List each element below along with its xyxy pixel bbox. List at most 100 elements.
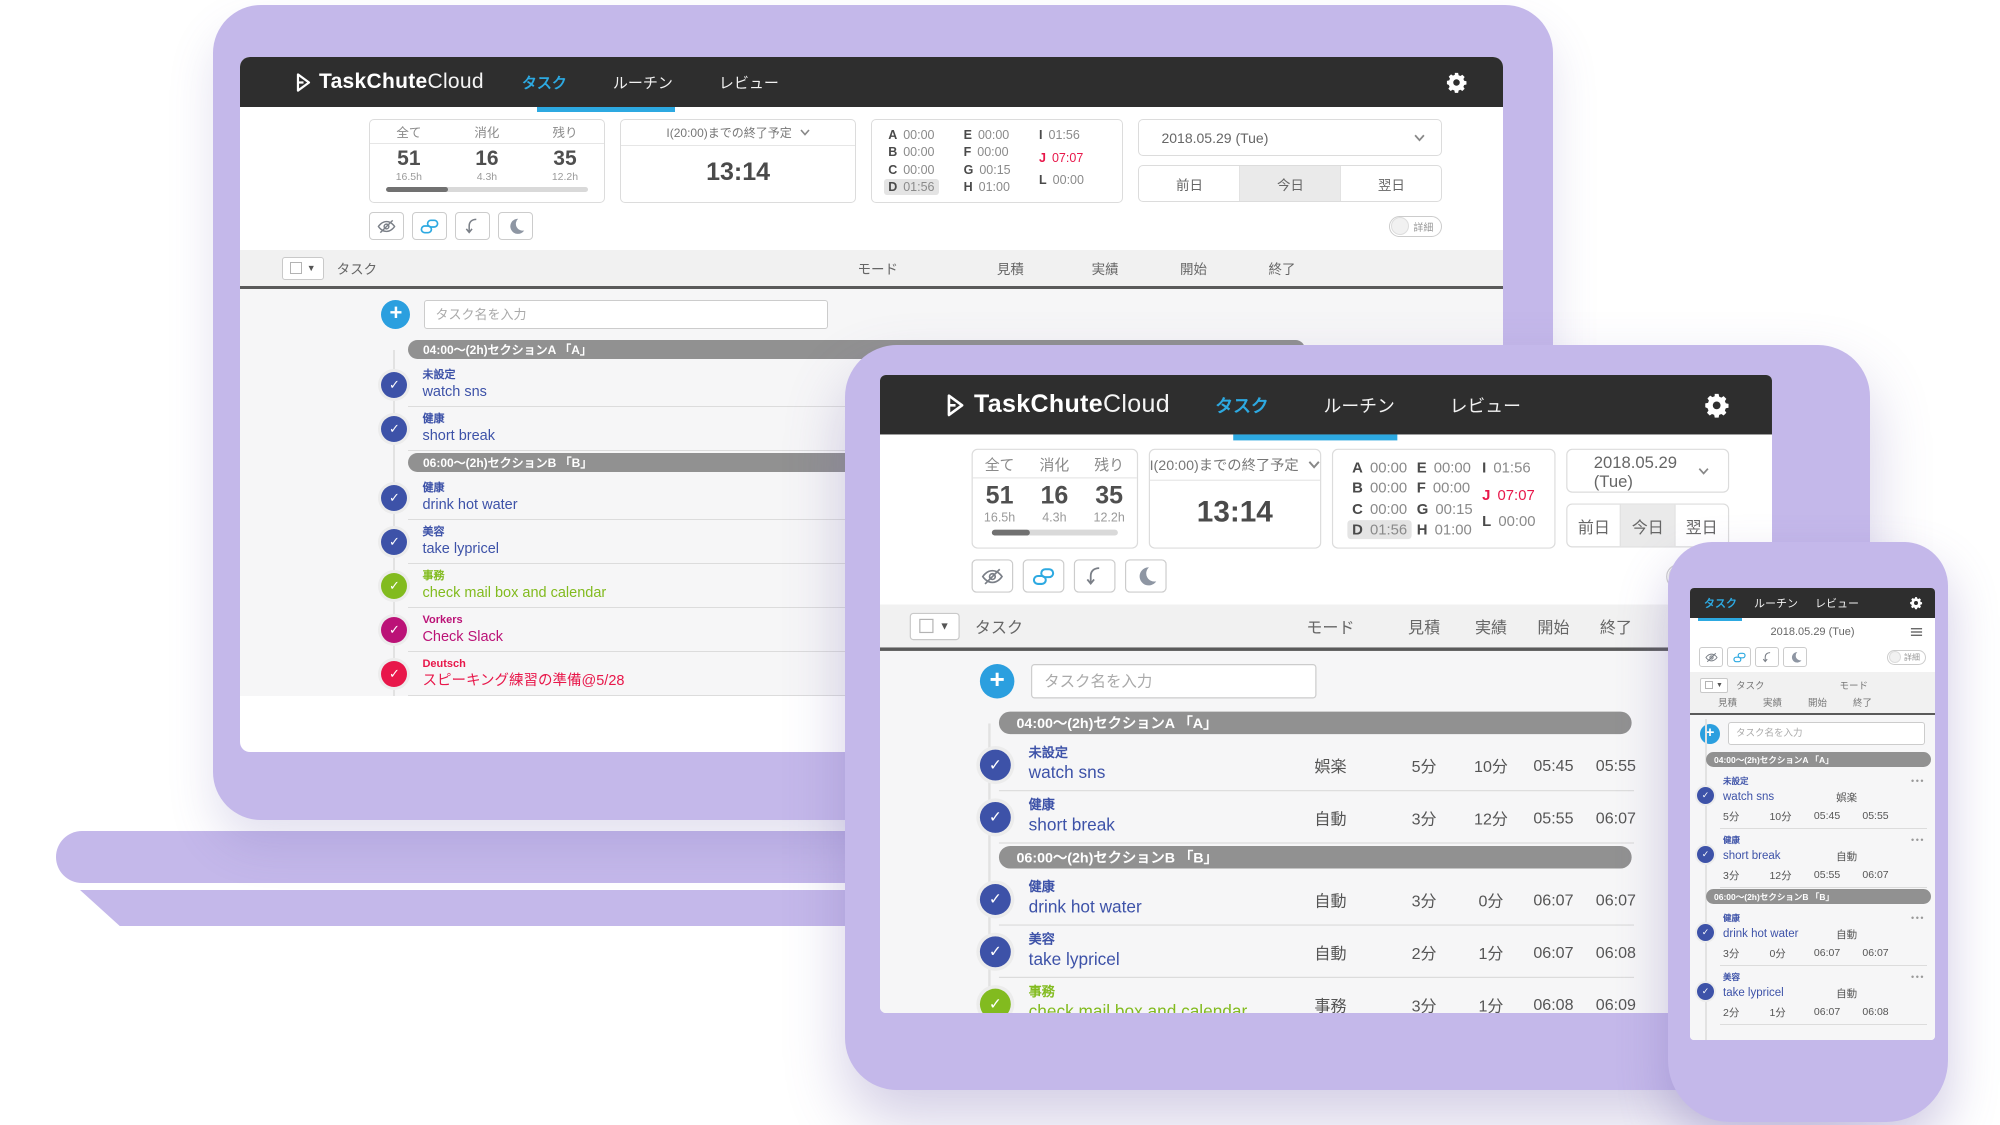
task-check-circle[interactable]: ✓ <box>979 988 1011 1013</box>
add-task-button[interactable]: + <box>381 300 411 329</box>
task-check-circle[interactable]: ✓ <box>381 573 408 599</box>
settings-gear-icon[interactable] <box>1445 71 1468 94</box>
task-mode[interactable]: 自動 <box>1314 892 1347 911</box>
today-button[interactable]: 今日 <box>1620 504 1675 547</box>
task-check-circle[interactable]: ✓ <box>979 801 1011 833</box>
tab-tasks[interactable]: タスク <box>521 74 567 92</box>
task-end[interactable]: 05:55 <box>1862 810 1889 822</box>
task-start[interactable]: 05:55 <box>1533 808 1574 827</box>
eta-label[interactable]: I(20:00)までの終了予定 <box>1149 457 1299 474</box>
task-name[interactable]: take lypricel <box>1723 987 1784 999</box>
task-name[interactable]: watch sns <box>1723 791 1775 803</box>
task-check-circle[interactable]: ✓ <box>979 936 1011 968</box>
task-row[interactable]: ✓ 美容 take lypricel 自動 2分 1分 06:07 06:08 <box>880 926 1772 978</box>
task-end[interactable]: 06:07 <box>1595 890 1636 909</box>
hide-completed-button[interactable] <box>970 559 1013 593</box>
task-row[interactable]: ✓ 健康 drink hot water 自動 3分 0分 06:07 06:07 <box>880 873 1772 926</box>
task-check-circle[interactable]: ✓ <box>979 884 1011 915</box>
task-name[interactable]: short break <box>1723 850 1781 862</box>
task-name[interactable]: short break <box>1028 816 1115 836</box>
row-menu-icon[interactable]: ••• <box>1911 776 1925 786</box>
next-day-button[interactable]: 翌日 <box>1340 166 1441 201</box>
task-estimate[interactable]: 5分 <box>1723 810 1740 823</box>
night-mode-button[interactable] <box>497 212 533 240</box>
task-actual[interactable]: 12分 <box>1769 869 1792 882</box>
prev-day-button[interactable]: 前日 <box>1577 518 1610 537</box>
tab-tasks[interactable]: タスク <box>1704 598 1737 610</box>
task-mode[interactable]: 自動 <box>1836 850 1858 863</box>
task-estimate[interactable]: 3分 <box>1411 997 1437 1013</box>
task-row[interactable]: ✓ 健康 ••• short break 自動 3分 12分 05:55 06:07 <box>1690 829 1935 888</box>
detail-toggle[interactable]: 詳細 <box>1389 215 1443 237</box>
task-start[interactable]: 05:45 <box>1533 756 1574 775</box>
task-actual[interactable]: 1分 <box>1769 1006 1786 1019</box>
task-name[interactable]: short break <box>422 427 495 444</box>
task-mode[interactable]: 事務 <box>1314 997 1347 1013</box>
tab-routine[interactable]: ルーチン <box>1754 598 1798 610</box>
tab-review[interactable]: レビュー <box>1815 598 1859 610</box>
task-actual[interactable]: 1分 <box>1478 997 1504 1013</box>
task-start[interactable]: 06:07 <box>1533 942 1574 961</box>
task-check-circle[interactable]: ✓ <box>1697 924 1714 941</box>
task-name[interactable]: watch sns <box>422 383 487 400</box>
tab-routine[interactable]: ルーチン <box>612 74 673 92</box>
task-estimate[interactable]: 3分 <box>1411 892 1437 911</box>
task-estimate[interactable]: 2分 <box>1411 944 1437 963</box>
task-name[interactable]: check mail box and calendar <box>1028 1002 1248 1013</box>
night-mode-button[interactable] <box>1783 647 1807 667</box>
task-check-circle[interactable]: ✓ <box>1697 787 1714 804</box>
task-mode[interactable]: 自動 <box>1314 810 1347 829</box>
tab-routine[interactable]: ルーチン <box>1323 395 1395 417</box>
task-start[interactable]: 06:07 <box>1813 1006 1841 1018</box>
task-start[interactable]: 05:55 <box>1813 869 1841 881</box>
task-estimate[interactable]: 3分 <box>1411 810 1437 829</box>
task-end[interactable]: 06:08 <box>1595 942 1636 961</box>
task-start[interactable]: 06:08 <box>1533 995 1574 1013</box>
task-actual[interactable]: 10分 <box>1769 810 1792 823</box>
task-check-circle[interactable]: ✓ <box>1697 983 1714 1000</box>
task-actual[interactable]: 10分 <box>1474 757 1508 776</box>
task-check-circle[interactable]: ✓ <box>381 372 408 398</box>
section-bar-a[interactable]: 04:00〜(2h)セクションA 「A」 <box>1706 752 1931 767</box>
task-name[interactable]: スピーキング練習の準備@5/28 <box>422 672 625 689</box>
row-menu-icon[interactable]: ••• <box>1911 972 1925 982</box>
task-row[interactable]: ✓ 未設定 watch sns 娯楽 5分 10分 05:45 05:55 <box>880 739 1772 792</box>
new-task-input[interactable] <box>1728 722 1925 745</box>
task-end[interactable]: 06:07 <box>1862 869 1889 881</box>
detail-toggle[interactable]: 詳細 <box>1887 649 1926 665</box>
task-estimate[interactable]: 3分 <box>1723 869 1740 882</box>
task-end[interactable]: 06:09 <box>1595 995 1636 1013</box>
section-bar-b[interactable]: 06:00〜(2h)セクションB 「B」 <box>998 845 1632 869</box>
add-task-button[interactable]: + <box>1700 723 1720 744</box>
task-name[interactable]: drink hot water <box>1028 898 1142 918</box>
task-row[interactable]: ✓ 事務 check mail box and calendar 事務 3分 1分… <box>880 978 1772 1013</box>
task-name[interactable]: drink hot water <box>422 496 518 513</box>
task-check-circle[interactable]: ✓ <box>381 617 408 643</box>
menu-icon[interactable] <box>1910 627 1923 637</box>
task-mode[interactable]: 自動 <box>1314 944 1347 963</box>
link-sections-button[interactable] <box>1727 647 1751 667</box>
select-all-control[interactable]: ▼ <box>1700 677 1728 693</box>
date-picker[interactable]: 2018.05.29 (Tue) <box>1566 448 1730 493</box>
link-sections-button[interactable] <box>1022 559 1064 593</box>
task-name[interactable]: watch sns <box>1028 763 1106 783</box>
task-check-circle[interactable]: ✓ <box>381 416 408 442</box>
task-end[interactable]: 06:07 <box>1595 808 1636 827</box>
task-actual[interactable]: 12分 <box>1474 810 1508 829</box>
date-picker[interactable]: 2018.05.29 (Tue) <box>1690 618 1935 645</box>
task-name[interactable]: take lypricel <box>1028 950 1120 970</box>
task-start[interactable]: 05:45 <box>1813 810 1841 822</box>
task-actual[interactable]: 0分 <box>1478 892 1504 911</box>
scroll-to-current-button[interactable] <box>454 212 490 240</box>
hide-completed-button[interactable] <box>1699 647 1723 667</box>
eta-label[interactable]: I(20:00)までの終了予定 <box>666 126 792 140</box>
task-name[interactable]: drink hot water <box>1723 928 1799 940</box>
task-start[interactable]: 06:07 <box>1813 947 1841 959</box>
hide-completed-button[interactable] <box>368 212 404 240</box>
settings-gear-icon[interactable] <box>1909 596 1923 610</box>
section-bar-b[interactable]: 06:00〜(2h)セクションB 「B」 <box>1706 889 1931 904</box>
scroll-to-current-button[interactable] <box>1755 647 1779 667</box>
task-name[interactable]: take lypricel <box>422 540 500 557</box>
task-row[interactable]: ✓ 未設定 ••• watch sns 娯楽 5分 10分 05:45 05:55 <box>1690 770 1935 829</box>
task-check-circle[interactable]: ✓ <box>979 749 1011 781</box>
